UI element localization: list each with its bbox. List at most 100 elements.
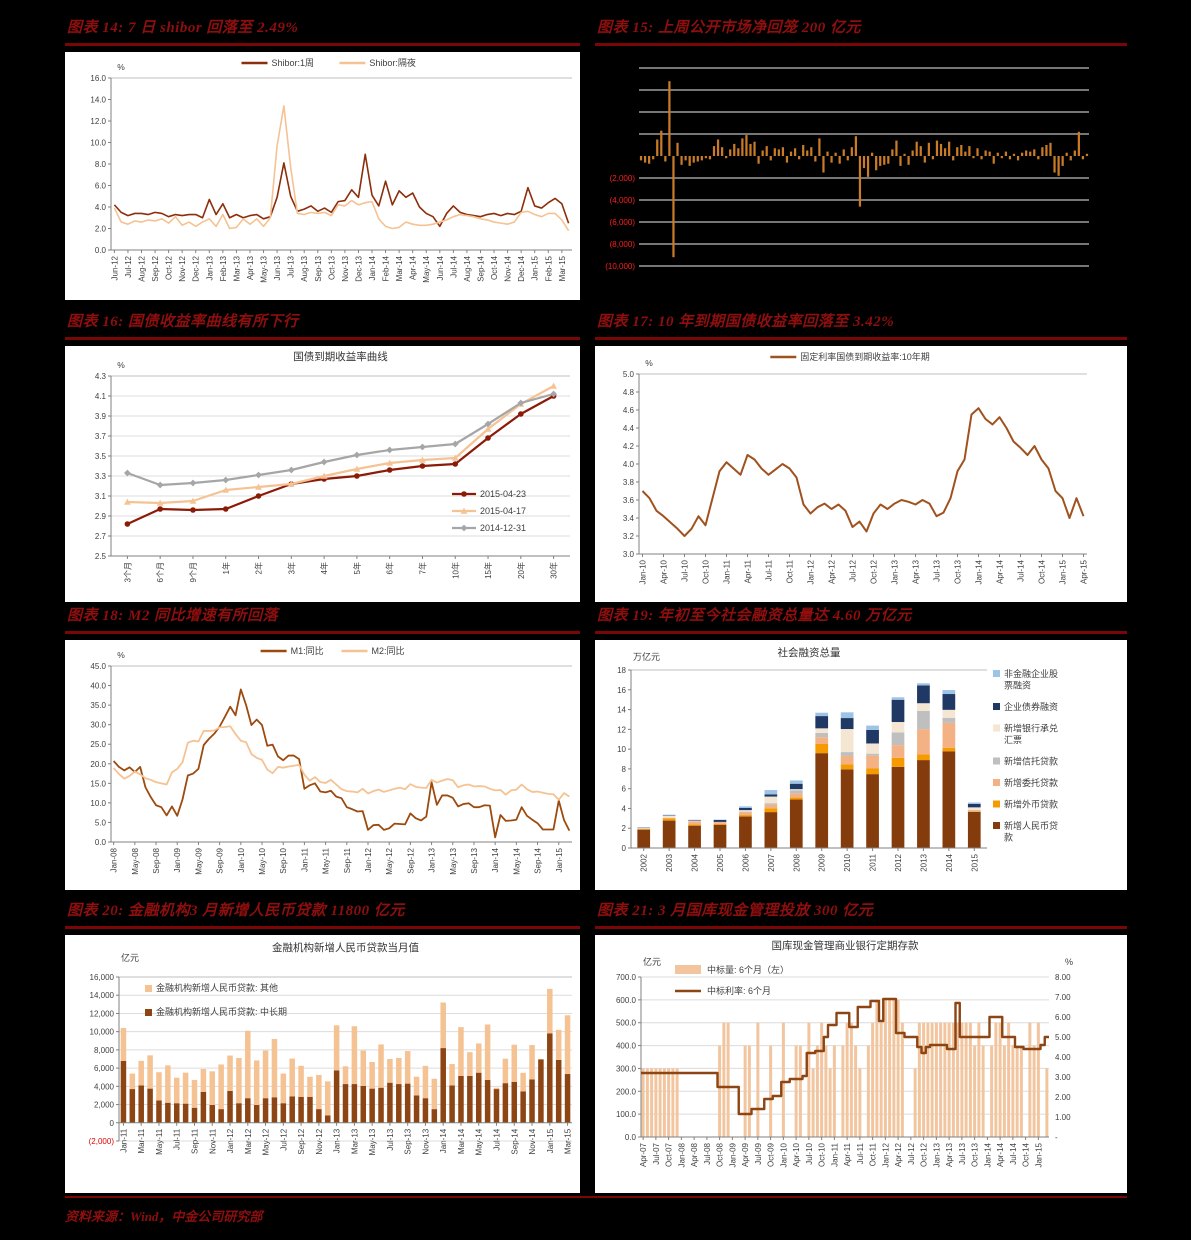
svg-text:Jan-14: Jan-14 (368, 255, 377, 280)
svg-text:Feb-14: Feb-14 (382, 255, 391, 281)
figure-19-title: 图表 19: 年初至今社会融资总量达 4.60 万亿元 (595, 602, 1127, 634)
svg-text:4,000: 4,000 (94, 1082, 115, 1091)
svg-text:18: 18 (617, 666, 626, 675)
svg-text:10: 10 (617, 745, 626, 754)
svg-text:8.00: 8.00 (1055, 973, 1071, 982)
svg-text:Jul-12: Jul-12 (849, 559, 858, 581)
svg-text:Jan-13: Jan-13 (333, 1128, 342, 1153)
svg-text:200.0: 200.0 (616, 1087, 637, 1096)
svg-text:Dec-13: Dec-13 (354, 255, 363, 281)
svg-text:金融机构新增人民币贷款: 其他: 金融机构新增人民币贷款: 其他 (156, 982, 278, 993)
svg-text:Nov-14: Nov-14 (528, 1128, 537, 1154)
svg-text:Jan-12: Jan-12 (364, 847, 373, 872)
svg-text:May-14: May-14 (422, 255, 431, 282)
svg-text:Mar-14: Mar-14 (395, 255, 404, 281)
svg-text:Jul-09: Jul-09 (754, 1142, 763, 1164)
svg-text:8: 8 (622, 765, 627, 774)
svg-text:4.1: 4.1 (95, 392, 107, 401)
svg-text:4.6: 4.6 (623, 406, 635, 415)
svg-text:Jan-11: Jan-11 (119, 1128, 128, 1152)
svg-text:Shibor:1周: Shibor:1周 (272, 58, 315, 68)
svg-text:企业债券融资: 企业债券融资 (1004, 701, 1058, 712)
svg-text:3.4: 3.4 (623, 514, 635, 523)
svg-text:3.2: 3.2 (623, 532, 635, 541)
svg-text:Oct-12: Oct-12 (165, 255, 174, 280)
svg-text:Apr-11: Apr-11 (843, 1142, 852, 1166)
figure-19-chart: 0 2 4 6 8 10 12 14 16 18 2002 2003 2004 2005 2006 2007 2… (595, 640, 1127, 890)
svg-text:5.00: 5.00 (1055, 1033, 1071, 1042)
svg-text:Apr-15: Apr-15 (1080, 559, 1089, 584)
figure-21-title: 图表 21: 3 月国库现金管理投放 300 亿元 (595, 897, 1127, 929)
svg-text:May-14: May-14 (512, 847, 521, 874)
svg-text:May-09: May-09 (194, 847, 203, 874)
svg-text:14,000: 14,000 (90, 991, 115, 1000)
svg-text:3个月: 3个月 (123, 562, 132, 582)
svg-text:2007: 2007 (767, 853, 776, 871)
svg-text:May-12: May-12 (385, 847, 394, 874)
svg-text:Jan-11: Jan-11 (723, 559, 732, 583)
svg-text:Jul-11: Jul-11 (856, 1142, 865, 1164)
svg-text:45.0: 45.0 (90, 662, 106, 671)
svg-text:Mar-13: Mar-13 (350, 1128, 359, 1154)
svg-text:Dec-14: Dec-14 (517, 255, 526, 281)
svg-text:(8,000): (8,000) (610, 240, 636, 249)
svg-text:1年: 1年 (221, 562, 231, 574)
svg-text:6.00: 6.00 (1055, 1013, 1071, 1022)
svg-text:新增信托贷款: 新增信托贷款 (1004, 756, 1058, 767)
svg-text:Jan-15: Jan-15 (1034, 1142, 1043, 1167)
figure-20-canvas: (2,000) 0 2,000 4,000 6,000 8,000 10,000 12,000… (89, 941, 573, 1155)
svg-text:(2,000): (2,000) (89, 1137, 115, 1146)
svg-text:Apr-14: Apr-14 (996, 1142, 1005, 1167)
svg-text:30.0: 30.0 (90, 721, 106, 730)
svg-text:非金融企业股: 非金融企业股 (1004, 668, 1058, 679)
svg-text:Apr-13: Apr-13 (945, 1142, 954, 1167)
svg-text:Jul-12: Jul-12 (907, 1142, 916, 1164)
figure-14-title: 图表 14: 7 日 shibor 回落至 2.49% (65, 14, 580, 46)
svg-text:Jul-14: Jul-14 (1017, 559, 1026, 581)
svg-text:Mar-14: Mar-14 (457, 1128, 466, 1154)
svg-text:Jan-10: Jan-10 (237, 847, 246, 872)
svg-text:Sep-08: Sep-08 (152, 847, 161, 873)
svg-text:Jan-15: Jan-15 (1059, 559, 1068, 584)
svg-text:4.00: 4.00 (1055, 1053, 1071, 1062)
svg-text:2003: 2003 (665, 853, 674, 871)
figure-16-canvas: 2.5 2.7 2.9 3.1 3.3 3.5 3.7 3.9 4.1 4.3 3个月 6个月 9个月 1… (95, 350, 570, 582)
svg-text:400.0: 400.0 (616, 1042, 637, 1051)
svg-text:May-10: May-10 (258, 847, 267, 874)
svg-text:Sep-10: Sep-10 (279, 847, 288, 873)
svg-text:Jul-08: Jul-08 (703, 1142, 712, 1164)
svg-text:4.0: 4.0 (95, 203, 107, 212)
figure-18: 图表 18: M2 同比增速有所回落 0.0 5.0 10.0 15.0 20.0 25.… (65, 602, 580, 890)
svg-text:Jul-14: Jul-14 (493, 1128, 502, 1150)
svg-text:Jan-09: Jan-09 (173, 847, 182, 872)
svg-text:Aug-13: Aug-13 (300, 255, 309, 281)
svg-text:Sep-13: Sep-13 (314, 255, 323, 281)
svg-text:4.8: 4.8 (623, 388, 635, 397)
svg-text:4.3: 4.3 (95, 372, 107, 381)
svg-text:May-14: May-14 (475, 1128, 484, 1155)
svg-text:15年: 15年 (483, 562, 493, 579)
figure-15: 图表 15: 上周公开市场净回笼 200 亿元 (10,000) (8,000)(… (595, 14, 1127, 300)
svg-text:2015-04-17: 2015-04-17 (480, 506, 526, 516)
svg-text:中标利率: 6个月: 中标利率: 6个月 (707, 985, 771, 996)
svg-text:Oct-11: Oct-11 (786, 559, 795, 583)
svg-text:Jul-12: Jul-12 (279, 1128, 288, 1150)
svg-text:金融机构新增人民币贷款当月值: 金融机构新增人民币贷款当月值 (272, 941, 419, 954)
svg-text:%: % (117, 360, 125, 370)
figure-21-chart: 0.0 100.0 200.0 300.0 400.0 500.0 600.0 700.0 - 1… (595, 935, 1127, 1193)
svg-text:12,000: 12,000 (90, 1009, 115, 1018)
svg-text:亿元: 亿元 (643, 956, 661, 967)
svg-text:万亿元: 万亿元 (633, 651, 660, 662)
figure-18-title: 图表 18: M2 同比增速有所回落 (65, 602, 580, 634)
svg-text:Jan-10: Jan-10 (639, 559, 648, 584)
svg-text:M2:同比: M2:同比 (372, 645, 405, 656)
svg-text:5年: 5年 (352, 562, 362, 574)
svg-text:Jun-12: Jun-12 (110, 255, 119, 280)
svg-text:-: - (1055, 1133, 1058, 1142)
svg-text:3.3: 3.3 (95, 472, 107, 481)
svg-text:16: 16 (617, 686, 626, 695)
svg-text:国库现金管理商业银行定期存款: 国库现金管理商业银行定期存款 (772, 939, 919, 952)
svg-text:Apr-10: Apr-10 (660, 559, 669, 584)
svg-text:(4,000): (4,000) (610, 196, 636, 205)
